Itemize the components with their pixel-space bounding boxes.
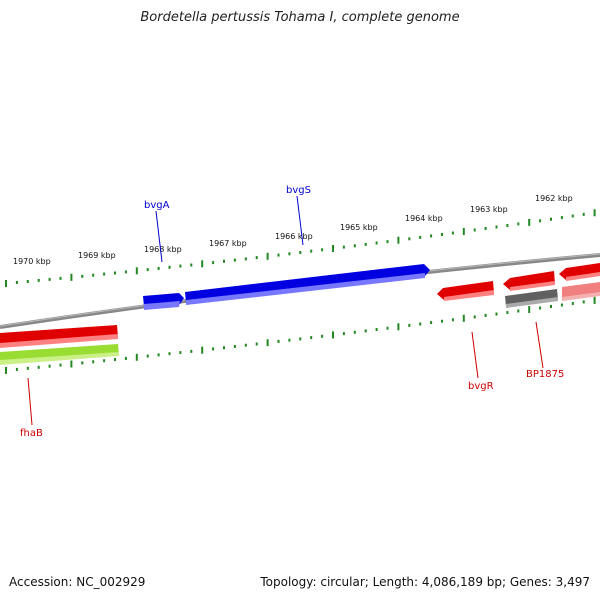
gene-upper-reverse-3[interactable]	[559, 263, 600, 281]
gene-upper-reverse-2[interactable]	[503, 271, 555, 291]
gene-bvgR[interactable]	[437, 281, 494, 301]
gene-label-fhaB[interactable]: fhaB	[20, 428, 43, 439]
lower-tick-scale	[5, 296, 596, 374]
kbp-label-1968: 1968 kbp	[144, 245, 182, 254]
gene-bvgS[interactable]	[185, 264, 430, 305]
upper-tick-scale	[5, 209, 596, 287]
kbp-label-1964: 1964 kbp	[405, 214, 443, 223]
kbp-label-1965: 1965 kbp	[340, 223, 378, 232]
gene-label-BP1875[interactable]: BP1875	[526, 369, 564, 380]
gene-lower-reverse-light[interactable]	[562, 282, 600, 301]
gene-fhaB[interactable]	[0, 344, 119, 365]
genome-title: Bordetella pertussis Tohama I, complete …	[140, 10, 460, 25]
kbp-label-1963: 1963 kbp	[470, 205, 508, 214]
bvgR-leader	[471, 331, 479, 379]
bvgA-leader	[155, 210, 163, 263]
fhaB-leader	[27, 377, 33, 426]
gene-bvgA[interactable]	[143, 293, 184, 310]
accession-text: Accession: NC_002929	[9, 575, 146, 589]
kbp-label-1967: 1967 kbp	[209, 239, 247, 248]
genome-summary-text: Topology: circular; Length: 4,086,189 bp…	[260, 575, 590, 589]
kbp-label-1962: 1962 kbp	[535, 194, 573, 203]
gene-BP1875[interactable]	[505, 289, 558, 308]
bvgS-leader	[296, 195, 304, 246]
BP1875-leader	[535, 321, 544, 369]
gene-fhaB-red[interactable]	[0, 325, 118, 348]
gene-label-bvgS[interactable]: bvgS	[286, 185, 311, 196]
kbp-label-1966: 1966 kbp	[275, 232, 313, 241]
kbp-label-1969: 1969 kbp	[78, 251, 116, 260]
kbp-label-1970: 1970 kbp	[13, 257, 51, 266]
gene-label-bvgA[interactable]: bvgA	[144, 200, 170, 211]
gene-label-bvgR[interactable]: bvgR	[468, 381, 494, 392]
